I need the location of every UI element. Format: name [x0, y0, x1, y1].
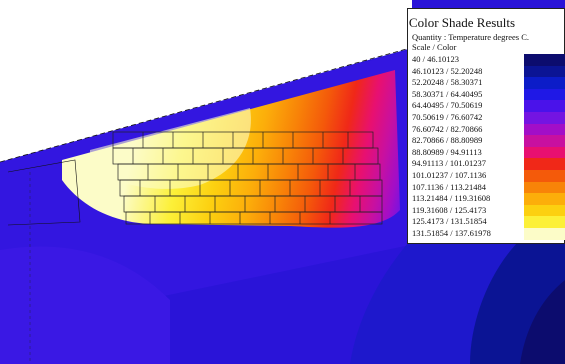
heated-zone-core: [90, 108, 251, 189]
legend-range-label: 107.1136 / 113.21484: [412, 181, 486, 192]
legend-color-swatch: [524, 216, 565, 228]
legend-color-bar: [524, 54, 565, 240]
legend-color-swatch: [524, 123, 565, 136]
legend-color-swatch: [524, 100, 565, 112]
color-shade-legend: Color Shade Results Quantity : Temperatu…: [407, 8, 565, 244]
brick-lining: [112, 131, 383, 225]
legend-range-label: 94.91113 / 101.01237: [412, 158, 486, 169]
legend-color-swatch: [524, 204, 565, 217]
legend-range-label: 70.50619 / 76.60742: [412, 111, 483, 122]
legend-range-label: 119.31608 / 125.4173: [412, 204, 487, 215]
legend-scale-header: Scale / Color: [412, 42, 457, 52]
legend-quantity: Quantity : Temperature degrees C.: [412, 32, 530, 42]
background-outside: [0, 0, 412, 162]
legend-range-label: 125.4173 / 131.51854: [412, 216, 487, 227]
legend-color-swatch: [524, 54, 565, 66]
legend-range-label: 113.21484 / 119.31608: [412, 193, 491, 204]
legend-color-swatch: [524, 65, 565, 78]
legend-range-label: 46.10123 / 52.20248: [412, 65, 483, 76]
legend-range-label: 76.60742 / 82.70866: [412, 123, 483, 134]
legend-range-label: 64.40495 / 70.50619: [412, 100, 483, 111]
legend-color-swatch: [524, 193, 565, 205]
sloped-boundary-line: [0, 47, 411, 163]
legend-color-swatch: [524, 88, 565, 101]
inner-boundary-line: [7, 159, 81, 226]
legend-color-swatch: [524, 135, 565, 147]
legend-color-swatch: [524, 158, 565, 170]
legend-color-swatch: [524, 169, 565, 182]
legend-color-swatch: [524, 181, 565, 194]
legend-range-list: 40 / 46.10123 46.10123 / 52.20248 52.20248…: [412, 54, 524, 240]
legend-range-label: 58.30371 / 64.40495: [412, 88, 483, 99]
legend-color-swatch: [524, 111, 565, 124]
legend-color-swatch: [524, 227, 565, 240]
cool-patch-left: [0, 246, 170, 364]
legend-color-swatch: [524, 77, 565, 89]
legend-range-label: 88.80989 / 94.91113: [412, 146, 482, 157]
legend-color-swatch: [524, 146, 565, 159]
legend-range-label: 52.20248 / 58.30371: [412, 77, 483, 88]
legend-range-label: 131.51854 / 137.61978: [412, 227, 491, 238]
legend-range-label: 82.70866 / 88.80989: [412, 135, 483, 146]
legend-title: Color Shade Results: [408, 15, 516, 30]
legend-range-label: 101.01237 / 107.1136: [412, 169, 487, 180]
legend-range-label: 40 / 46.10123: [412, 54, 459, 64]
cold-band-bottom-right: [520, 280, 565, 364]
